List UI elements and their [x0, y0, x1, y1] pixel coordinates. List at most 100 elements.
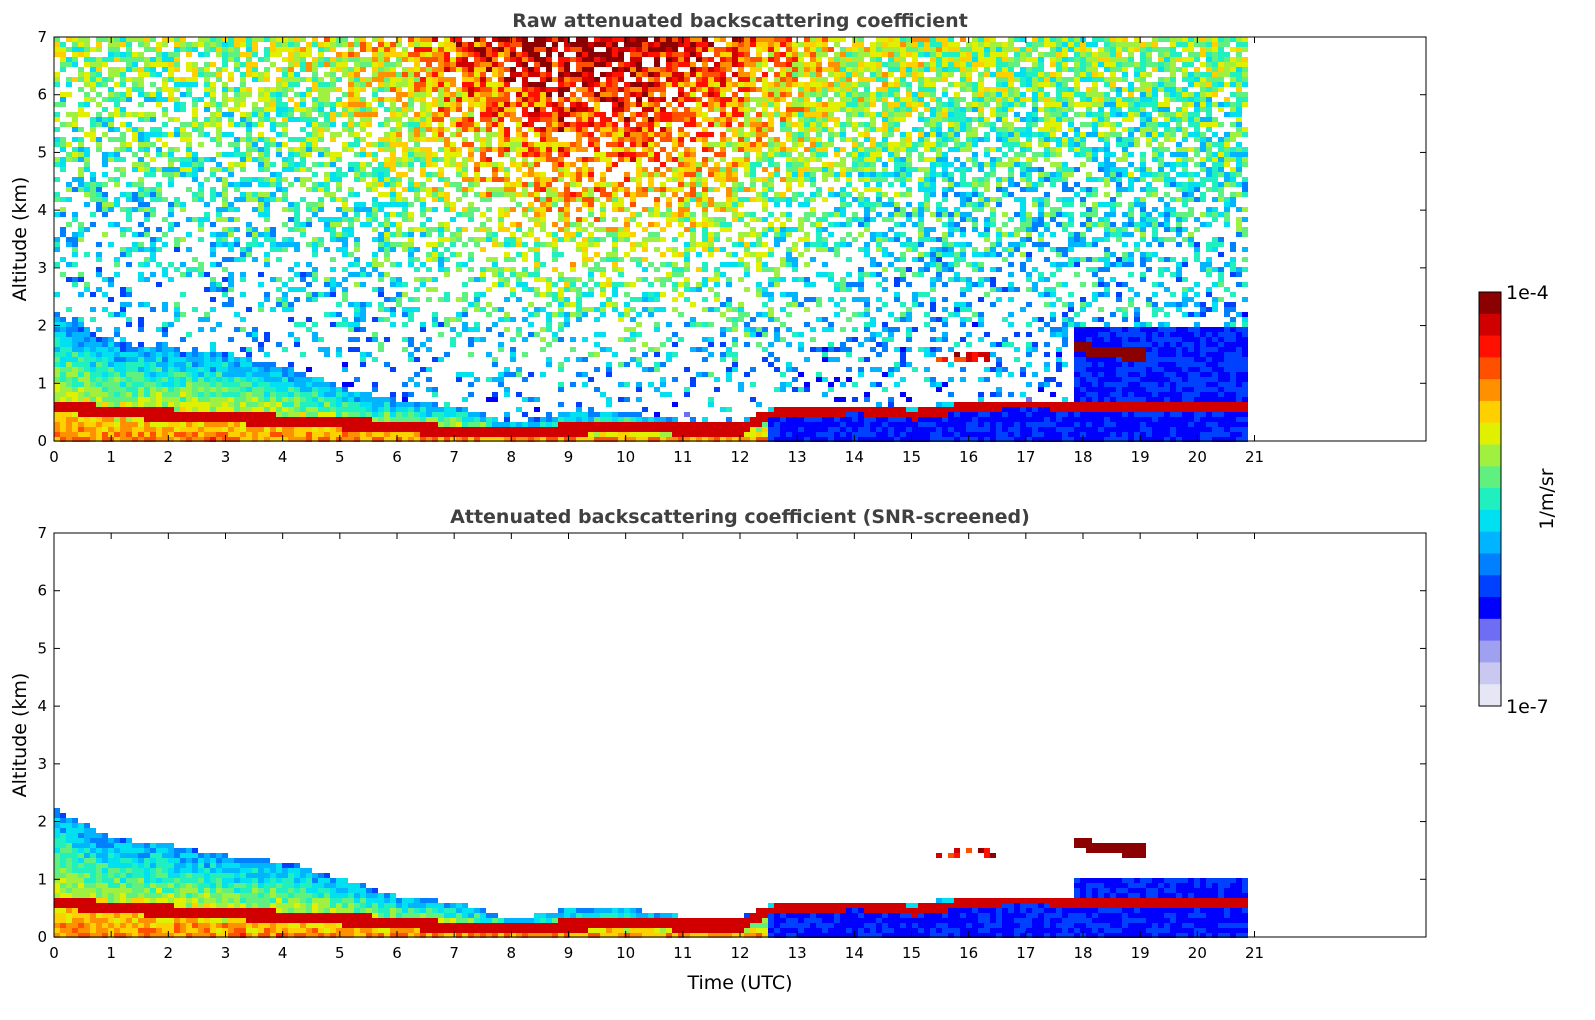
heatmap-cell	[318, 147, 324, 152]
heatmap-cell	[612, 437, 618, 442]
heatmap-cell	[66, 262, 72, 267]
heatmap-cell	[372, 157, 378, 162]
heatmap-cell	[168, 347, 174, 352]
heatmap-cell	[642, 47, 648, 52]
heatmap-cell	[534, 152, 540, 157]
heatmap-cell	[564, 312, 570, 317]
heatmap-cell	[582, 47, 588, 52]
heatmap-cell	[54, 417, 60, 422]
heatmap-cell	[258, 207, 264, 212]
heatmap-cell	[678, 437, 684, 442]
heatmap-cell	[468, 257, 474, 262]
heatmap-cell	[138, 197, 144, 202]
heatmap-cell	[516, 42, 522, 47]
heatmap-cell	[498, 67, 504, 72]
heatmap-cell	[66, 152, 72, 157]
heatmap-cell	[180, 102, 186, 107]
heatmap-cell	[642, 172, 648, 177]
heatmap-cell	[426, 122, 432, 127]
heatmap-cell	[624, 412, 630, 417]
heatmap-cell	[234, 57, 240, 62]
heatmap-cell	[102, 172, 108, 177]
heatmap-cell	[96, 267, 102, 272]
heatmap-cell	[174, 402, 180, 407]
heatmap-cell	[162, 82, 168, 87]
heatmap-cell	[360, 77, 366, 82]
heatmap-cell	[294, 167, 300, 172]
heatmap-cell	[642, 37, 648, 42]
heatmap-cell	[648, 107, 654, 112]
heatmap-cell	[390, 322, 396, 327]
heatmap-cell	[456, 57, 462, 62]
heatmap-cell	[252, 337, 258, 342]
heatmap-cell	[138, 42, 144, 47]
heatmap-cell	[318, 102, 324, 107]
heatmap-cell	[672, 57, 678, 62]
heatmap-cell	[192, 377, 198, 382]
heatmap-cell	[312, 277, 318, 282]
heatmap-cell	[132, 372, 138, 377]
heatmap-cell	[174, 312, 180, 317]
heatmap-cell	[354, 217, 360, 222]
heatmap-cell	[552, 147, 558, 152]
heatmap-cell	[174, 77, 180, 82]
heatmap-cell	[168, 202, 174, 207]
heatmap-cell	[192, 217, 198, 222]
heatmap-cell	[96, 92, 102, 97]
heatmap-cell	[576, 207, 582, 212]
heatmap-cell	[654, 157, 660, 162]
heatmap-cell	[120, 432, 126, 437]
heatmap-cell	[534, 82, 540, 87]
heatmap-cell	[300, 57, 306, 62]
heatmap-cell	[276, 97, 282, 102]
heatmap-cell	[132, 197, 138, 202]
heatmap-cell	[162, 387, 168, 392]
heatmap-cell	[492, 132, 498, 137]
heatmap-cell	[498, 277, 504, 282]
heatmap-cell	[330, 82, 336, 87]
heatmap-cell	[498, 107, 504, 112]
heatmap-cell	[276, 172, 282, 177]
heatmap-cell	[606, 232, 612, 237]
heatmap-cell	[378, 97, 384, 102]
heatmap-cell	[504, 327, 510, 332]
heatmap-cell	[516, 167, 522, 172]
heatmap-cell	[492, 262, 498, 267]
heatmap-cell	[420, 157, 426, 162]
heatmap-cell	[270, 97, 276, 102]
heatmap-cell	[330, 292, 336, 297]
heatmap-cell	[240, 357, 246, 362]
heatmap-cell	[474, 122, 480, 127]
heatmap-cell	[168, 277, 174, 282]
heatmap-cell	[486, 437, 492, 442]
heatmap-cell	[96, 192, 102, 197]
heatmap-cell	[432, 417, 438, 422]
heatmap-cell	[618, 197, 624, 202]
heatmap-cell	[420, 97, 426, 102]
heatmap-cell	[96, 42, 102, 47]
heatmap-cell	[150, 57, 156, 62]
heatmap-cell	[600, 422, 606, 427]
heatmap-cell	[240, 407, 246, 412]
heatmap-cell	[660, 382, 666, 387]
heatmap-cell	[348, 187, 354, 192]
heatmap-cell	[510, 432, 516, 437]
heatmap-cell	[204, 202, 210, 207]
heatmap-cell	[162, 37, 168, 42]
heatmap-cell	[516, 52, 522, 57]
heatmap-cell	[666, 77, 672, 82]
heatmap-cell	[300, 152, 306, 157]
heatmap-cell	[594, 52, 600, 57]
heatmap-cell	[564, 42, 570, 47]
heatmap-cell	[330, 217, 336, 222]
heatmap-cell	[576, 437, 582, 442]
heatmap-cell	[246, 427, 252, 432]
heatmap-cell	[546, 192, 552, 197]
heatmap-cell	[138, 222, 144, 227]
heatmap-cell	[108, 312, 114, 317]
heatmap-cell	[294, 272, 300, 277]
heatmap-cell	[630, 297, 636, 302]
heatmap-cell	[396, 302, 402, 307]
heatmap-cell	[96, 147, 102, 152]
heatmap-cell	[480, 337, 486, 342]
